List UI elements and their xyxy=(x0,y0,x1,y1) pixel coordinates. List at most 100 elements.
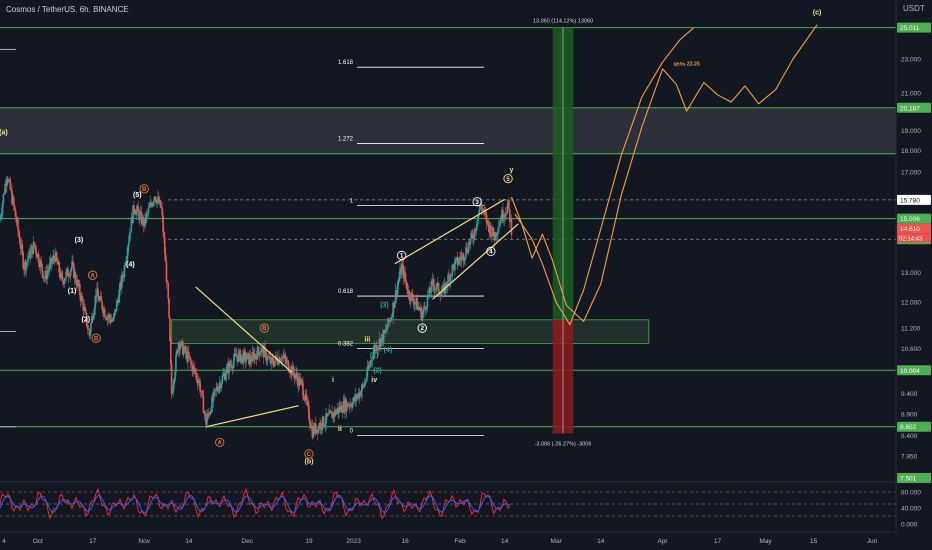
candle-body xyxy=(266,356,269,361)
candle-body xyxy=(183,346,186,350)
countdown-box xyxy=(897,233,931,243)
symbol-timeframe: 6h xyxy=(79,5,89,14)
wave-label: ii xyxy=(338,426,342,433)
candle-body xyxy=(320,422,322,430)
candle-body xyxy=(371,359,374,361)
candle-body xyxy=(508,200,510,210)
candle-body xyxy=(326,413,328,417)
candle-body xyxy=(221,376,224,384)
candle-body xyxy=(436,282,439,285)
candle-body xyxy=(39,260,42,268)
candle-body xyxy=(223,373,225,375)
candle-body xyxy=(275,355,278,359)
candle-body xyxy=(230,365,232,367)
candle-body xyxy=(36,253,38,258)
price-label: 15.780 xyxy=(900,197,920,204)
candle-body xyxy=(14,209,17,217)
candle-body xyxy=(106,316,109,321)
candle-body xyxy=(302,382,304,396)
candle-body xyxy=(272,363,275,367)
candle-body xyxy=(299,379,302,386)
candle-body xyxy=(344,399,346,412)
candle-body xyxy=(188,352,190,358)
candle-body xyxy=(336,408,339,412)
candle-body xyxy=(485,214,488,224)
oscillator-pane xyxy=(0,481,896,524)
candle-body xyxy=(235,354,237,357)
candle-body xyxy=(113,314,115,318)
candle-body xyxy=(153,196,156,202)
candle-body xyxy=(378,338,381,347)
candle-body xyxy=(404,271,406,280)
candle-body xyxy=(42,271,44,278)
candle-body xyxy=(478,205,481,212)
candle-body xyxy=(43,277,46,279)
candle-body xyxy=(273,360,276,367)
candle-body xyxy=(337,408,339,413)
candle-body xyxy=(225,367,228,376)
time-tick: 14 xyxy=(185,538,193,545)
candle-body xyxy=(361,384,363,391)
candle-body xyxy=(108,315,110,318)
candle-body xyxy=(190,361,193,364)
candle-body xyxy=(469,238,472,245)
candle-body xyxy=(431,279,434,281)
candle-body xyxy=(12,197,15,206)
candle-body xyxy=(27,257,30,260)
candle-body xyxy=(18,236,21,244)
candle-body xyxy=(217,389,219,392)
candle-body xyxy=(460,259,462,261)
candle-body xyxy=(151,204,153,207)
candle-body xyxy=(384,329,387,333)
candle-body xyxy=(382,330,385,343)
candle-body xyxy=(433,285,436,291)
candle-body xyxy=(31,245,34,254)
candle-body xyxy=(288,371,291,373)
candle-body xyxy=(136,206,139,210)
candle-body xyxy=(445,282,448,287)
candle-body xyxy=(67,268,69,277)
candle-body xyxy=(277,362,279,365)
candle-body xyxy=(305,393,308,401)
candle-body xyxy=(375,344,377,351)
candle-body xyxy=(379,338,381,347)
wave-label: (c) xyxy=(813,10,822,17)
candle-body xyxy=(303,395,305,400)
candle-body xyxy=(399,268,402,275)
candle-body xyxy=(342,401,345,413)
candle-body xyxy=(263,347,266,358)
candle-body xyxy=(396,286,399,296)
candle-body xyxy=(255,355,258,360)
candle-body xyxy=(145,215,147,224)
candle-body xyxy=(105,317,108,321)
candle-body xyxy=(481,208,484,210)
candle-body xyxy=(268,357,271,358)
candle-body xyxy=(12,197,14,204)
candle-body xyxy=(194,367,196,373)
candle-body xyxy=(32,242,35,254)
candle-body xyxy=(334,409,337,415)
candle-body xyxy=(505,213,508,215)
candle-body xyxy=(195,373,198,379)
candle-body xyxy=(306,400,309,403)
channel-line xyxy=(432,223,519,300)
candle-body xyxy=(29,250,31,259)
candle-body xyxy=(115,309,117,312)
candle-body xyxy=(91,316,94,320)
candle-body xyxy=(417,306,419,310)
candle-body xyxy=(493,235,496,241)
candle-body xyxy=(201,390,204,396)
candle-body xyxy=(2,193,5,203)
candle-body xyxy=(297,378,299,386)
candle-body xyxy=(75,281,78,286)
candle-body xyxy=(229,362,231,367)
candle-body xyxy=(146,213,149,214)
candle-body xyxy=(314,423,316,433)
candle-body xyxy=(40,260,42,264)
candle-body xyxy=(81,295,84,301)
symbol-title[interactable]: Cosmos / TetherUS, 6h, BINANCE xyxy=(6,5,129,14)
fib-label: 0.618 xyxy=(338,289,354,295)
candle-body xyxy=(57,262,60,265)
resistance-zone xyxy=(0,107,896,154)
